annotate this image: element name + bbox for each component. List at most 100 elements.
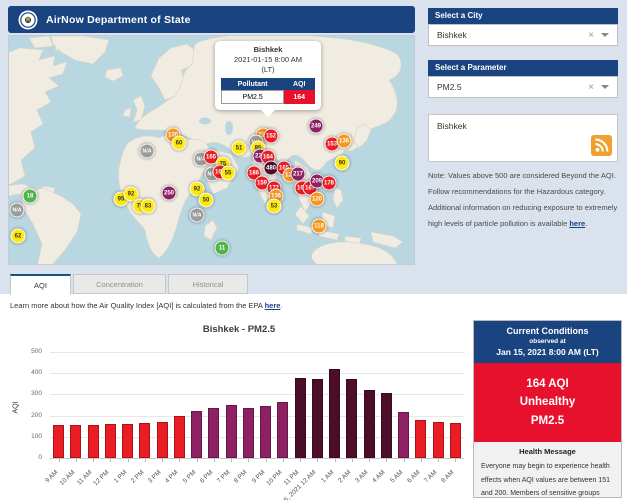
popup-col-aqi: AQI xyxy=(283,78,315,91)
aqi-marker[interactable]: 83 xyxy=(140,198,156,214)
rss-feed-button[interactable] xyxy=(591,135,612,156)
x-axis-tick xyxy=(455,459,457,462)
x-axis-tick xyxy=(438,459,440,462)
y-axis-tick-label: 500 xyxy=(31,348,42,355)
note-here-link[interactable]: here xyxy=(569,219,586,229)
aqi-marker[interactable]: 249 xyxy=(308,118,324,134)
aqi-marker[interactable]: 53 xyxy=(266,198,282,214)
chart-bar xyxy=(432,422,444,458)
chart-bar xyxy=(208,407,220,458)
feed-city-label: Bishkek xyxy=(437,121,467,131)
x-axis-tick xyxy=(420,459,422,462)
gridline xyxy=(50,436,464,438)
x-axis-tick xyxy=(75,459,77,462)
chart-plot-area: 0 100 200 300 400 500 9 AM 10 AM 11 AM 12 PM 1 PM 2… xyxy=(8,318,470,500)
current-conditions-header: Current Conditions observed at Jan 15, 2… xyxy=(474,321,621,363)
x-axis-tick xyxy=(196,459,198,462)
aqi-bar-chart: Bishkek - PM2.5 AQI 0 100 200 300 400 500 9 AM… xyxy=(8,318,470,500)
current-conditions-panel: Current Conditions observed at Jan 15, 2… xyxy=(473,320,622,498)
x-axis-tick xyxy=(213,459,215,462)
parameter-select-header: Select a Parameter xyxy=(428,60,618,76)
chart-bar xyxy=(415,420,427,458)
city-select[interactable]: Bishkek × xyxy=(428,24,618,46)
chart-title: Bishkek - PM2.5 xyxy=(202,324,276,335)
parameter-clear-icon[interactable]: × xyxy=(588,81,594,93)
cc-aqi-block: 164 AQI Unhealthy PM2.5 xyxy=(474,363,621,443)
chart-bar xyxy=(156,421,168,458)
cc-health-text: Everyone may begin to experience health … xyxy=(481,463,611,498)
aqi-marker[interactable]: 217 xyxy=(290,166,306,182)
tab-historical[interactable]: Historical xyxy=(168,274,248,294)
aqi-marker[interactable]: N/A xyxy=(139,143,155,159)
gridline xyxy=(50,458,464,459)
learn-more-text: Learn more about how the Air Quality Ind… xyxy=(10,301,283,310)
city-dropdown-caret-icon[interactable] xyxy=(601,33,609,37)
chart-bar xyxy=(363,389,375,458)
aqi-marker[interactable]: 51 xyxy=(231,140,247,156)
parameter-dropdown-caret-icon[interactable] xyxy=(601,85,609,89)
aqi-marker[interactable]: 250 xyxy=(161,185,177,201)
y-axis-tick-label: 200 xyxy=(31,411,42,419)
y-axis-tick-label: 0 xyxy=(38,454,42,461)
aqi-marker[interactable]: 55 xyxy=(220,165,236,181)
cc-observed-at: observed at xyxy=(529,338,566,345)
chart-bar xyxy=(277,402,289,458)
cc-category: Unhealthy xyxy=(519,396,576,409)
aqi-marker[interactable]: 11 xyxy=(214,240,230,256)
aqi-marker[interactable]: 50 xyxy=(198,192,214,208)
cc-aqi-value: 164 AQI xyxy=(526,378,569,390)
aqi-marker[interactable]: 62 xyxy=(10,228,26,244)
page-title: AirNow Department of State xyxy=(46,13,191,26)
note-suffix: . xyxy=(585,219,588,229)
map-popup: Bishkek 2021-01-15 8:00 AM (LT) Pollutan… xyxy=(215,41,321,118)
cc-health-block: Health Message Everyone may begin to exp… xyxy=(474,442,621,500)
tab-concentration[interactable]: Concentration xyxy=(73,274,166,294)
popup-pollutant-value: PM2.5 xyxy=(220,90,285,105)
aqi-marker[interactable]: 136 xyxy=(336,133,352,149)
x-axis-tick xyxy=(369,459,371,462)
gridline xyxy=(50,415,464,417)
chart-bar xyxy=(398,412,410,458)
x-axis-tick xyxy=(386,459,388,462)
aqi-marker[interactable]: N/A xyxy=(9,202,25,218)
chart-bar xyxy=(139,422,151,458)
tab-aqi[interactable]: AQI xyxy=(10,274,71,295)
aqi-marker[interactable]: 60 xyxy=(171,135,187,151)
aqi-marker[interactable]: 92 xyxy=(123,186,139,202)
x-axis-tick xyxy=(248,459,250,462)
chart-bar xyxy=(311,379,323,458)
chart-bar xyxy=(104,424,116,458)
chart-bar xyxy=(294,377,306,458)
parameter-select-value: PM2.5 xyxy=(437,82,462,92)
aqi-marker[interactable]: 152 xyxy=(263,128,279,144)
x-axis-tick xyxy=(179,459,181,462)
chart-bar xyxy=(225,405,237,458)
aqi-marker[interactable]: 18 xyxy=(22,188,38,204)
chart-bar xyxy=(380,392,392,458)
x-axis-tick xyxy=(403,459,405,462)
learn-more-prefix: Learn more about how the Air Quality Ind… xyxy=(10,301,265,310)
gridline xyxy=(50,373,464,375)
aqi-marker[interactable]: 178 xyxy=(321,175,337,191)
parameter-select[interactable]: PM2.5 × xyxy=(428,76,618,98)
aqi-marker[interactable]: 92 xyxy=(189,181,205,197)
cc-pollutant: PM2.5 xyxy=(530,414,565,427)
y-axis-tick-label: 100 xyxy=(31,432,42,440)
aqi-marker[interactable]: 118 xyxy=(311,218,327,234)
chart-bar xyxy=(53,425,65,458)
world-aqi-map[interactable]: 18N/A62N/A1306095927683250N/A16575N/A161… xyxy=(8,35,415,265)
x-axis-tick xyxy=(110,459,112,462)
popup-col-pollutant: Pollutant xyxy=(221,78,284,91)
aqi-marker[interactable]: N/A xyxy=(189,207,205,223)
learn-more-here-link[interactable]: here xyxy=(264,301,281,310)
aqi-marker[interactable]: 120 xyxy=(309,191,325,207)
aqi-marker[interactable]: 90 xyxy=(334,155,350,171)
city-clear-icon[interactable]: × xyxy=(588,29,594,41)
city-feed-box: Bishkek xyxy=(428,114,618,162)
chart-bar xyxy=(242,408,254,458)
popup-aqi-value: 164 xyxy=(283,90,316,105)
x-axis-tick xyxy=(144,459,146,462)
x-axis-tick xyxy=(265,459,267,462)
popup-city: Bishkek xyxy=(253,45,283,54)
x-axis-tick xyxy=(334,459,336,462)
